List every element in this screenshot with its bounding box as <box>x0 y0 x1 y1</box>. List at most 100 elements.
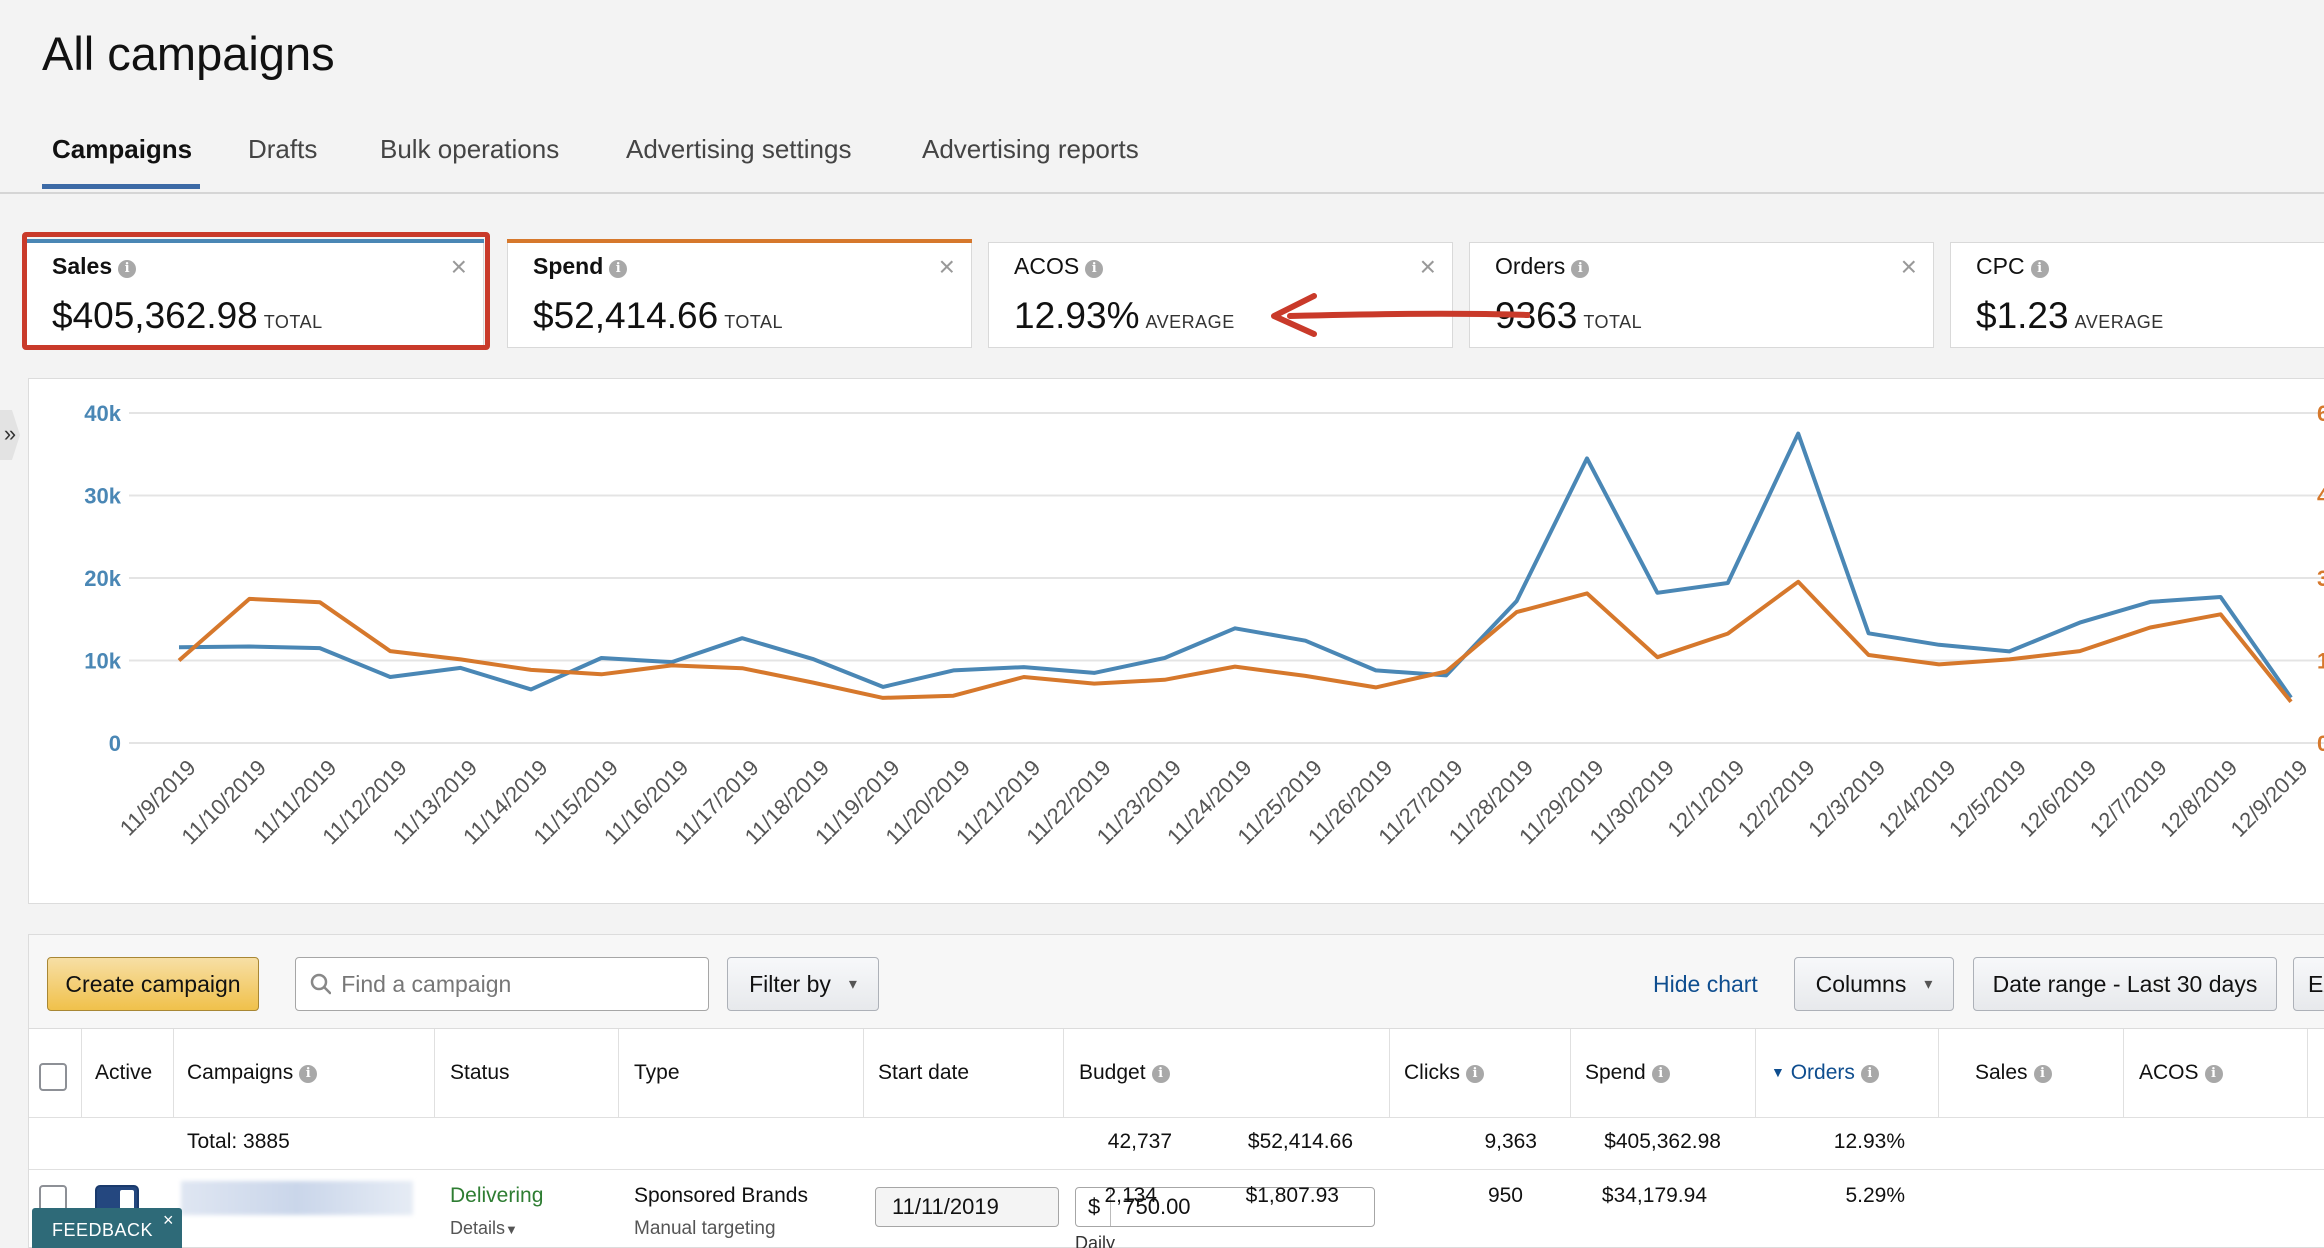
metric-qualifier: TOTAL <box>1583 312 1643 332</box>
column-header-active[interactable]: Active <box>95 1061 153 1084</box>
sort-descending-icon: ▼ <box>1771 1064 1785 1080</box>
tab-bulk-operations[interactable]: Bulk operations <box>380 134 560 164</box>
sales-series-color-bar <box>26 239 484 243</box>
collapse-sidebar-chevron-icon[interactable]: » <box>0 410 20 460</box>
info-icon[interactable]: i <box>1651 1065 1670 1083</box>
info-icon[interactable]: i <box>1151 1065 1170 1083</box>
details-link[interactable]: Details▼ <box>450 1218 518 1239</box>
budget-field[interactable]: $ 750.00 <box>1075 1187 1375 1227</box>
search-input[interactable] <box>341 970 708 998</box>
y-right-tick-label: 6 <box>2317 401 2324 426</box>
tab-bar: Campaigns Drafts Bulk operations Adverti… <box>0 120 2324 194</box>
caret-down-icon: ▼ <box>505 1222 518 1237</box>
acos-header-label: ACOS <box>2139 1061 2199 1084</box>
metric-label-sales: Sales <box>52 253 113 279</box>
metric-card-spend[interactable]: Spend i × $52,414.66 TOTAL <box>507 239 972 348</box>
metric-card-cpc[interactable]: CPC i $1.23 AVERAGE <box>1950 242 2324 348</box>
column-header-start-date[interactable]: Start date <box>878 1061 970 1084</box>
clicks-header-label: Clicks <box>1404 1061 1460 1084</box>
close-icon[interactable]: × <box>162 1210 174 1230</box>
spend-header-label: Spend <box>1585 1061 1646 1084</box>
totals-orders: 9,363 <box>1484 1130 1537 1153</box>
info-icon[interactable]: i <box>1571 260 1590 278</box>
y-left-tick-label: 10k <box>84 649 121 674</box>
column-header-orders[interactable]: ▼ Orders i <box>1771 1061 1879 1085</box>
export-button[interactable]: Ex <box>2293 957 2324 1011</box>
left-axis-ticks: 0 10k 20k 30k 40k <box>84 401 121 756</box>
close-icon[interactable]: × <box>450 251 467 282</box>
totals-clicks: 42,737 <box>1107 1130 1172 1153</box>
tab-advertising-settings[interactable]: Advertising settings <box>626 134 852 164</box>
column-header-spend[interactable]: Spend i <box>1585 1061 1670 1085</box>
row-spend: $1,807.93 <box>1245 1184 1339 1207</box>
metric-label-spend: Spend <box>533 253 604 279</box>
row-clicks: 2,134 <box>1104 1184 1157 1207</box>
campaign-name-redacted[interactable] <box>181 1181 413 1215</box>
metric-card-orders[interactable]: Orders i × 9363 TOTAL <box>1469 242 1934 348</box>
performance-chart: 0 10k 20k 30k 40k 0 1 3 4 6 11/9/201911/10/20191… <box>84 401 2324 849</box>
close-icon[interactable]: × <box>1419 251 1436 282</box>
close-icon[interactable]: × <box>938 251 955 282</box>
select-all-checkbox[interactable] <box>39 1063 67 1091</box>
info-icon[interactable]: i <box>2033 1065 2052 1083</box>
totals-acos: 12.93% <box>1833 1130 1905 1153</box>
tab-drafts[interactable]: Drafts <box>248 134 318 164</box>
info-icon[interactable]: i <box>118 260 137 278</box>
column-header-sales[interactable]: Sales i <box>1975 1061 2052 1085</box>
info-icon[interactable]: i <box>2204 1065 2223 1083</box>
column-header-budget[interactable]: Budget i <box>1079 1061 1170 1085</box>
info-icon[interactable]: i <box>1085 260 1104 278</box>
metric-qualifier: TOTAL <box>724 312 784 332</box>
annotation-arrow-icon <box>1271 293 1530 337</box>
column-header-campaigns[interactable]: Campaigns i <box>187 1061 318 1085</box>
metric-value-acos: 12.93% <box>1014 295 1140 336</box>
close-icon[interactable]: × <box>1900 251 1917 282</box>
row-orders: 950 <box>1487 1184 1523 1207</box>
chart-panel: 0 10k 20k 30k 40k 0 1 3 4 6 11/9/2019 11/10/2019 1… <box>28 378 2324 904</box>
chevron-down-icon: ▾ <box>1924 976 1933 993</box>
campaigns-table: Active Campaigns i Status Type Start date… <box>28 1028 2324 1248</box>
y-left-tick-label: 20k <box>84 566 121 591</box>
active-tab-indicator <box>42 184 200 189</box>
column-header-acos[interactable]: ACOS i <box>2139 1061 2223 1085</box>
page-title: All campaigns <box>42 27 335 80</box>
start-date-field[interactable]: 11/11/2019 <box>875 1187 1059 1227</box>
column-header-type[interactable]: Type <box>634 1061 680 1084</box>
column-header-clicks[interactable]: Clicks i <box>1404 1061 1484 1085</box>
metric-card-acos[interactable]: ACOS i × 12.93% AVERAGE <box>988 242 1453 348</box>
metric-label-acos: ACOS <box>1014 253 1080 279</box>
date-range-button[interactable]: Date range - Last 30 days <box>1973 957 2277 1011</box>
hide-chart-link[interactable]: Hide chart <box>1653 971 1758 997</box>
campaign-search[interactable] <box>295 957 709 1011</box>
sales-header-label: Sales <box>1975 1061 2028 1084</box>
tab-campaigns[interactable]: Campaigns <box>52 134 193 164</box>
annotation-highlight-box <box>22 232 490 350</box>
details-label: Details <box>450 1218 506 1238</box>
y-left-tick-label: 0 <box>109 731 121 756</box>
y-right-tick-label: 4 <box>2317 484 2324 509</box>
metric-qualifier: AVERAGE <box>1145 312 1235 332</box>
row-acos: 5.29% <box>1845 1184 1905 1207</box>
orders-header-label: Orders <box>1790 1061 1855 1084</box>
right-axis-ticks: 0 1 3 4 6 <box>2317 401 2324 756</box>
filter-by-dropdown[interactable]: Filter by ▾ <box>727 957 879 1011</box>
totals-spend: $52,414.66 <box>1247 1130 1353 1153</box>
info-icon[interactable]: i <box>1860 1065 1879 1083</box>
chevron-down-icon: ▾ <box>848 976 857 993</box>
info-icon[interactable]: i <box>2030 260 2049 278</box>
metric-value-cpc: $1.23 <box>1976 295 2069 336</box>
metric-card-sales[interactable]: Sales i × $405,362.98 TOTAL <box>26 239 484 348</box>
currency-symbol: $ <box>1076 1188 1112 1226</box>
metric-qualifier: AVERAGE <box>2074 312 2164 332</box>
feedback-label: FEEDBACK <box>52 1220 154 1240</box>
info-icon[interactable]: i <box>609 260 628 278</box>
filter-by-label: Filter by <box>749 970 831 997</box>
columns-dropdown[interactable]: Columns ▾ <box>1794 957 1954 1011</box>
column-header-status[interactable]: Status <box>450 1061 510 1084</box>
info-icon[interactable]: i <box>299 1065 318 1083</box>
tab-advertising-reports[interactable]: Advertising reports <box>922 134 1139 164</box>
info-icon[interactable]: i <box>1466 1065 1484 1083</box>
metric-value-sales: $405,362.98 <box>52 295 258 336</box>
feedback-tab[interactable]: FEEDBACK × <box>32 1208 182 1248</box>
create-campaign-button[interactable]: Create campaign <box>47 957 259 1011</box>
